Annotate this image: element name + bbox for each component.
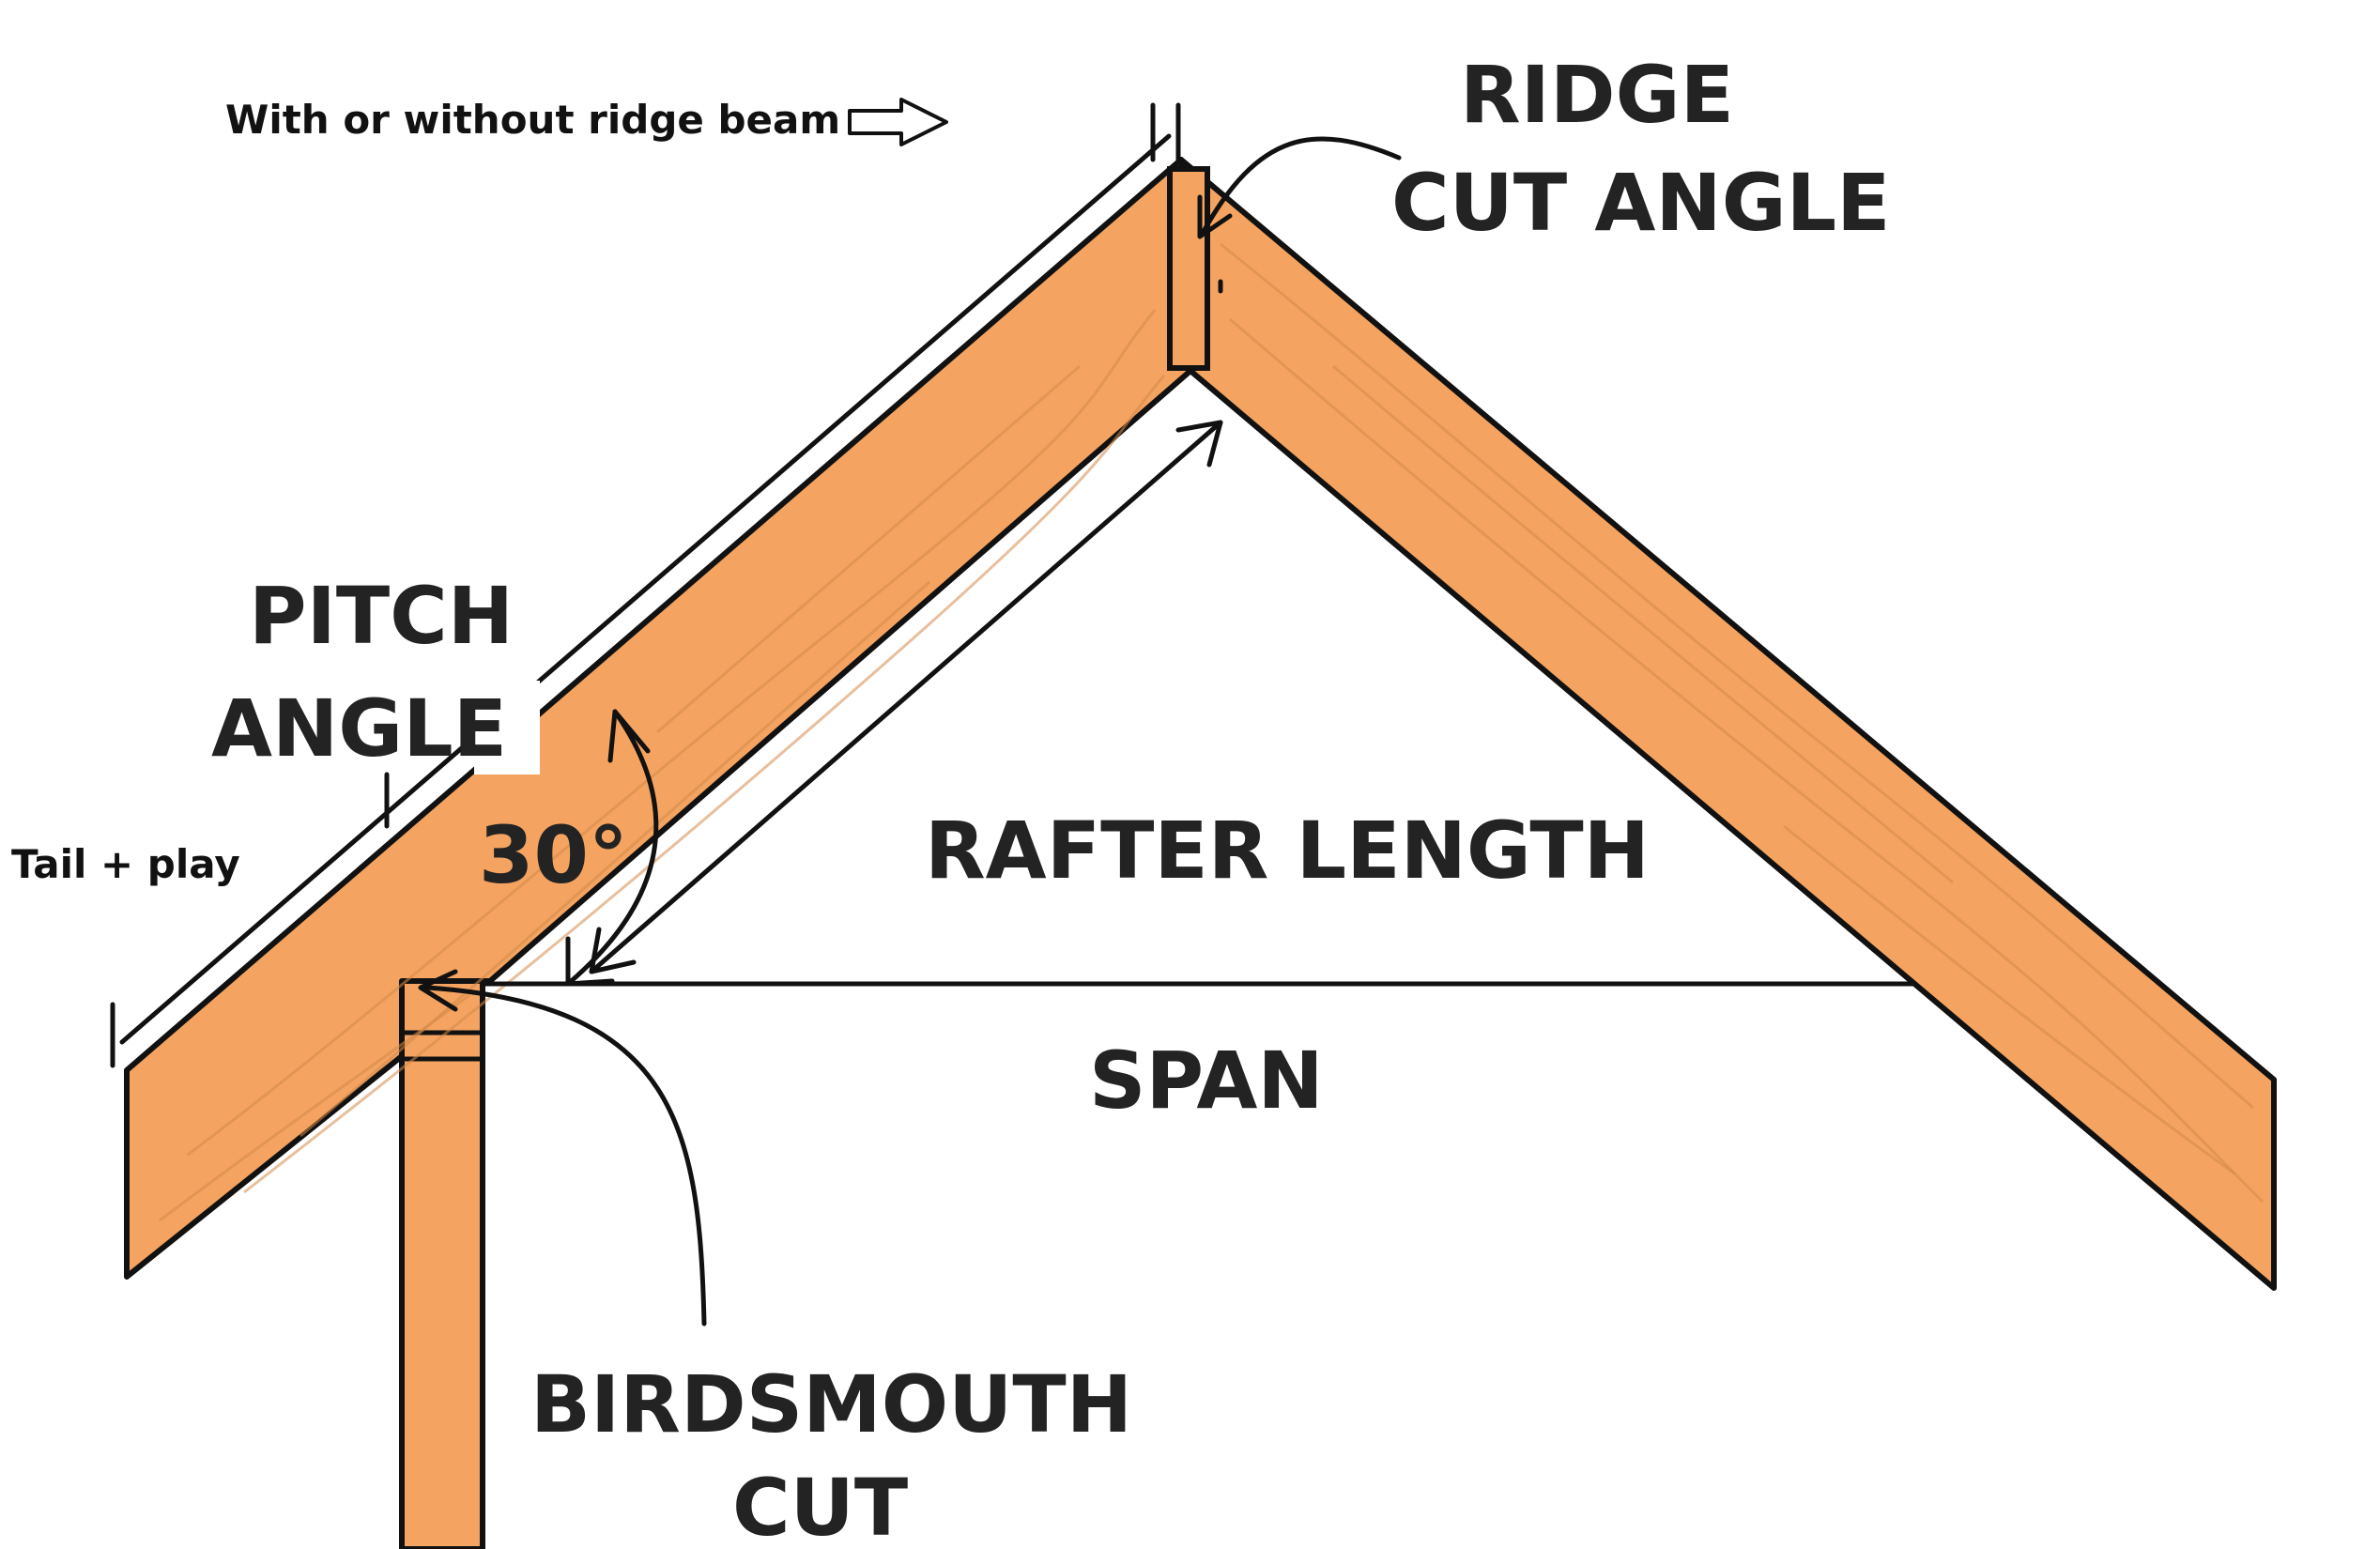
tail-dimension-line [110, 102, 1181, 1068]
pitch-label-mask [474, 681, 540, 774]
ridge-beam-note: With or without ridge beam [225, 97, 840, 143]
rafter-length-arrow [589, 420, 1223, 974]
ridge-beam-arrow-icon [848, 98, 948, 146]
right-rafter [1178, 157, 2277, 1291]
birdsmouth-pointer [418, 969, 707, 1327]
ridge-cut-label-line1: RIDGE [1460, 49, 1734, 141]
birdsmouth-label-line2: CUT [732, 1462, 908, 1549]
pitch-angle-arc [565, 709, 659, 987]
angle-value-label: 30° [479, 809, 628, 901]
span-label: SPAN [1089, 1035, 1324, 1127]
rafter-length-label: RAFTER LENGTH [925, 805, 1650, 897]
ridge-cut-label-line2: CUT ANGLE [1391, 157, 1891, 249]
ridge-cut-pointer [1197, 136, 1402, 239]
pitch-angle-label-line1: PITCH [249, 570, 514, 662]
tail-play-note: Tail + play [11, 841, 240, 887]
birdsmouth-label-line1: BIRDSMOUTH [530, 1358, 1132, 1450]
wall-post [399, 978, 485, 1549]
pitch-angle-label-line2: ANGLE [211, 682, 507, 774]
